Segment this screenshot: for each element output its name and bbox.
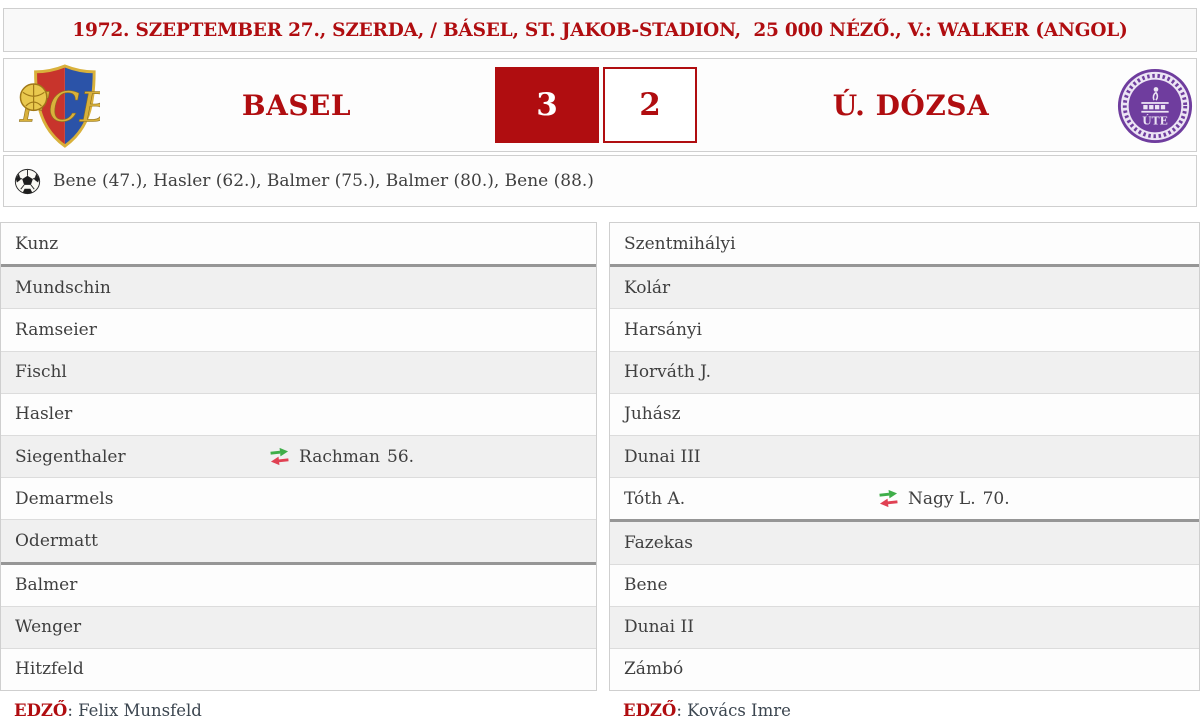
player-name[interactable]: Mundschin (15, 277, 111, 298)
player-row: Demarmels (1, 478, 596, 521)
player-name[interactable]: Bene (624, 575, 668, 596)
player-name[interactable]: Demarmels (15, 488, 114, 509)
goal-scorers-text: Bene (47.), Hasler (62.), Balmer (75.), … (53, 171, 594, 191)
away-coach-row: EDZŐ: Kovács Imre (623, 701, 791, 720)
player-row: Bene (610, 564, 1199, 607)
ujpest-dozsa-logo[interactable]: ÚTE (1116, 67, 1194, 145)
away-score: 2 (603, 67, 697, 143)
home-team-name[interactable]: BASEL (241, 88, 352, 122)
player-name[interactable]: Tóth A. (624, 488, 686, 509)
substitution-icon (270, 447, 289, 466)
player-row: Horváth J. (610, 351, 1199, 394)
player-row: Hasler (1, 393, 596, 436)
match-info-text: 1972. SZEPTEMBER 27., SZERDA, / BÁSEL, S… (72, 19, 1128, 41)
player-row: Balmer (1, 564, 596, 607)
player-row: Odermatt (1, 520, 596, 565)
substitution-info: Rachman 56. (269, 447, 414, 467)
player-name[interactable]: Siegenthaler (15, 446, 126, 467)
substitute-player-name[interactable]: Nagy L. (908, 488, 976, 509)
substitution-icon (879, 490, 898, 508)
player-name[interactable]: Balmer (15, 575, 78, 596)
scoreboard: FCB BASEL 3 2 Ú. DÓZSA ÚTE (3, 58, 1197, 152)
player-name[interactable]: Ramseier (15, 319, 97, 340)
player-name[interactable]: Dunai III (624, 446, 701, 467)
player-name[interactable]: Hitzfeld (15, 659, 84, 680)
substitute-player-name[interactable]: Rachman (299, 446, 380, 467)
match-info-header: 1972. SZEPTEMBER 27., SZERDA, / BÁSEL, S… (3, 8, 1197, 52)
svg-text:ÚTE: ÚTE (1142, 114, 1168, 128)
player-name[interactable]: Fazekas (624, 532, 693, 553)
away-lineup-column: Szentmihályi Kolár Harsányi Horváth J. Juhás… (609, 222, 1200, 691)
home-lineup-column: Kunz Mundschin Ramseier Fischl Hasler Siegent… (0, 222, 597, 691)
home-coach-label: EDZŐ (14, 701, 68, 720)
player-row: Dunai II (610, 606, 1199, 649)
player-name[interactable]: Dunai II (624, 617, 694, 638)
home-coach-name[interactable]: : Felix Munsfeld (67, 701, 202, 720)
home-score: 3 (495, 67, 599, 143)
player-row: Hitzfeld (1, 648, 596, 691)
player-name[interactable]: Horváth J. (624, 362, 712, 383)
home-coach-row: EDZŐ: Felix Munsfeld (14, 701, 202, 720)
away-coach-name[interactable]: : Kovács Imre (676, 701, 791, 720)
fc-basel-logo[interactable]: FCB (18, 61, 100, 151)
substitution-minute: 70. (982, 488, 1010, 509)
player-name[interactable]: Juhász (624, 404, 681, 425)
player-row: Tóth A. Nagy L. 70. (610, 478, 1199, 523)
player-name[interactable]: Szentmihályi (624, 233, 736, 254)
player-name[interactable]: Zámbó (624, 659, 684, 680)
player-row: Fazekas (610, 522, 1199, 565)
player-row: Ramseier (1, 309, 596, 352)
player-row: Szentmihályi (610, 223, 1199, 268)
goals-row: Bene (47.), Hasler (62.), Balmer (75.), … (3, 155, 1197, 207)
player-row: Harsányi (610, 309, 1199, 352)
away-team-name[interactable]: Ú. DÓZSA (832, 88, 990, 122)
player-row: Mundschin (1, 267, 596, 310)
player-name[interactable]: Wenger (15, 617, 82, 638)
substitution-info: Nagy L. 70. (878, 489, 1010, 509)
player-row: Fischl (1, 351, 596, 394)
player-row: Dunai III (610, 435, 1199, 479)
player-name[interactable]: Kolár (624, 277, 671, 298)
player-row: Zámbó (610, 648, 1199, 691)
player-row: Juhász (610, 393, 1199, 436)
player-name[interactable]: Fischl (15, 362, 67, 383)
player-name[interactable]: Harsányi (624, 319, 702, 340)
player-name[interactable]: Odermatt (15, 530, 98, 551)
player-row: Kunz (1, 223, 596, 268)
football-icon (14, 168, 41, 194)
player-row: Kolár (610, 267, 1199, 310)
player-row: Siegenthaler Rachman 56. (1, 435, 596, 479)
player-name[interactable]: Kunz (15, 233, 59, 254)
away-coach-label: EDZŐ (623, 701, 677, 720)
player-row: Wenger (1, 606, 596, 649)
player-name[interactable]: Hasler (15, 404, 73, 425)
substitution-minute: 56. (387, 446, 415, 467)
